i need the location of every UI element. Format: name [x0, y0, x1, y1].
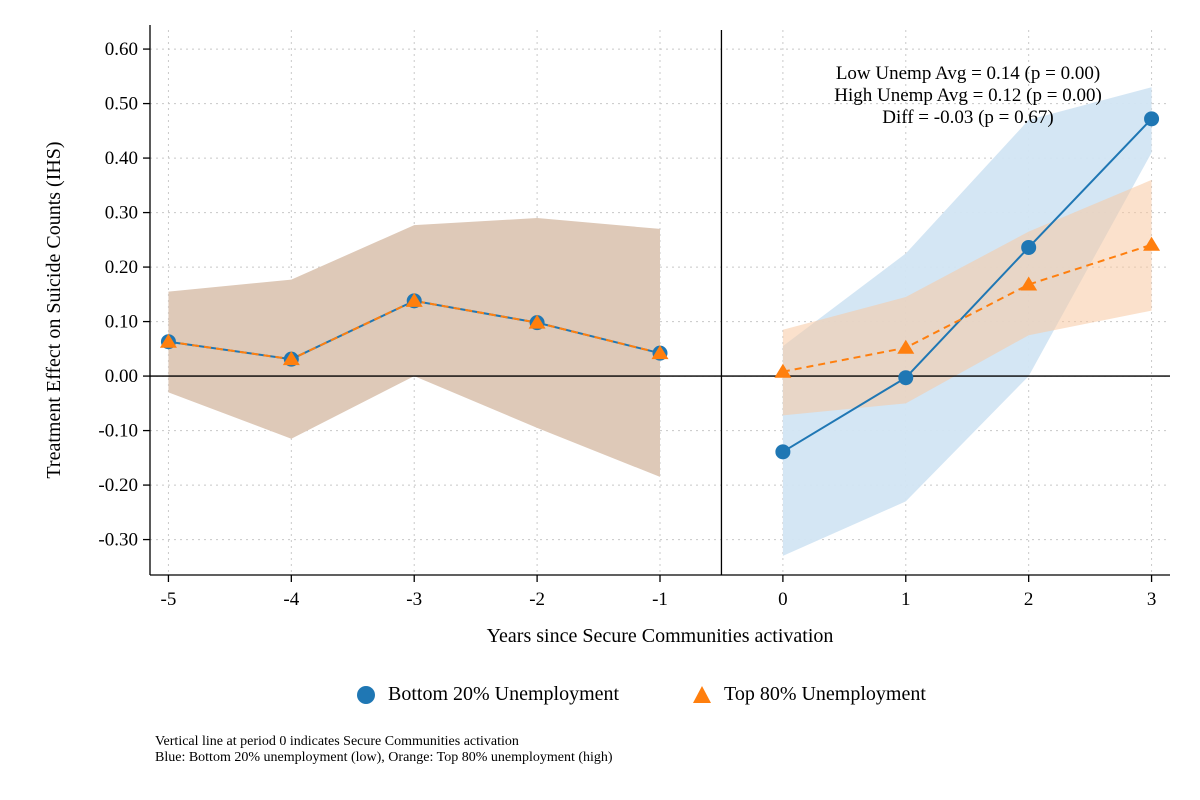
x-tick-label: 2	[1024, 589, 1034, 610]
annotations: Low Unemp Avg = 0.14 (p = 0.00) High Une…	[834, 63, 1102, 128]
chart-notes: Vertical line at period 0 indicates Secu…	[155, 734, 613, 766]
marker-top-80-post	[1143, 236, 1161, 251]
marker-top-80-pre	[528, 314, 546, 329]
x-tick-label: -5	[161, 589, 177, 610]
x-tick-label: 0	[778, 589, 788, 610]
marker-top-80-post	[897, 339, 915, 354]
x-tick-label: -2	[529, 589, 545, 610]
marker-top-80-post	[774, 363, 792, 378]
legend-triangle-marker	[693, 685, 711, 703]
y-tick-label: -0.10	[98, 421, 138, 442]
legend: Bottom 20% Unemployment Top 80% Unemploy…	[0, 683, 1200, 715]
marker-top-80-pre	[159, 333, 177, 348]
x-axis-title: Years since Secure Communities activatio…	[487, 625, 834, 647]
line-bottom-20-post	[782, 118, 1153, 453]
x-tick-label: -4	[283, 589, 299, 610]
y-tick-label: 0.30	[105, 203, 138, 224]
ci-band-pre-period	[168, 218, 661, 477]
y-tick-label: -0.20	[98, 475, 138, 496]
marker-top-80-post	[1020, 276, 1038, 291]
marker-bottom-20-post	[775, 444, 791, 460]
annotation-low-unemp: Low Unemp Avg = 0.14 (p = 0.00)	[836, 63, 1100, 84]
legend-circle-marker	[357, 685, 375, 704]
confidence-bands	[168, 87, 1152, 556]
legend-label-top-80: Top 80% Unemployment	[724, 683, 926, 705]
y-tick-label: 0.10	[105, 312, 138, 333]
axes: 0.60 0.50 0.40 0.30 0.20 0.10 0.00 -0.10 -0.20 -0…	[98, 25, 1170, 610]
x-tick-label: 1	[901, 589, 911, 610]
x-tick-label: -1	[652, 589, 668, 610]
x-tick-label: -3	[406, 589, 422, 610]
annotation-diff: Diff = -0.03 (p = 0.67)	[882, 107, 1053, 128]
marker-top-80-pre	[282, 351, 300, 366]
x-tick-label: 3	[1147, 589, 1157, 610]
y-tick-label: -0.30	[98, 530, 138, 551]
y-tick-label: 0.00	[105, 366, 138, 387]
y-tick-label: 0.40	[105, 148, 138, 169]
annotation-high-unemp: High Unemp Avg = 0.12 (p = 0.00)	[834, 85, 1102, 106]
legend-item-top-80: Top 80% Unemployment	[692, 683, 926, 706]
note-line-1: Vertical line at period 0 indicates Secu…	[155, 734, 519, 749]
y-tick-label: 0.20	[105, 257, 138, 278]
marker-bottom-20-post	[898, 370, 914, 386]
reference-lines	[150, 30, 1170, 575]
series-markers	[159, 111, 1161, 460]
y-tick-label: 0.50	[105, 94, 138, 115]
marker-top-80-pre	[405, 292, 423, 307]
note-line-2: Blue: Bottom 20% unemployment (low), Ora…	[155, 750, 613, 765]
legend-label-bottom-20: Bottom 20% Unemployment	[388, 683, 620, 705]
y-axis-title: Treatment Effect on Suicide Counts (IHS)	[43, 141, 65, 478]
legend-item-bottom-20: Bottom 20% Unemployment	[356, 683, 619, 706]
marker-bottom-20-post	[1021, 239, 1037, 255]
marker-top-80-pre	[651, 345, 669, 360]
y-tick-label: 0.60	[105, 39, 138, 60]
marker-bottom-20-post	[1144, 111, 1160, 127]
ci-band-top-80-post	[782, 179, 1152, 416]
line-top-80-post	[782, 243, 1152, 373]
